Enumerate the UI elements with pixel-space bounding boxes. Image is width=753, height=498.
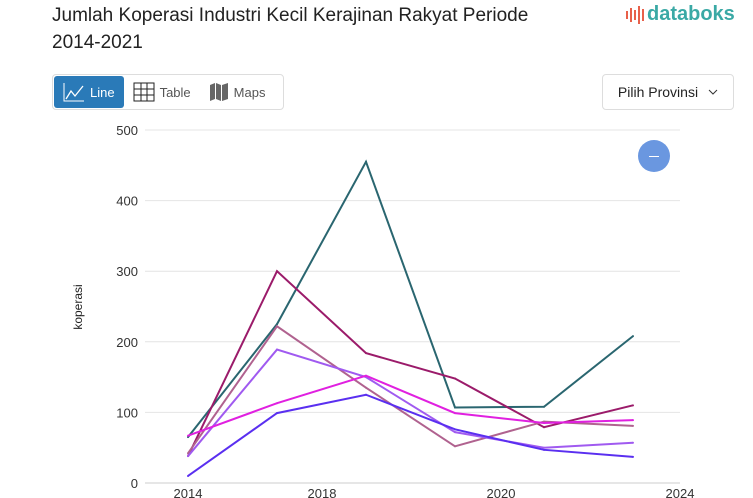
series-line-2 <box>187 269 634 457</box>
series-line-6 <box>187 393 634 477</box>
data-point <box>276 325 278 328</box>
data-point <box>454 428 456 431</box>
data-point <box>632 441 634 444</box>
data-point <box>454 406 456 409</box>
data-point <box>365 352 367 355</box>
data-point <box>543 421 545 424</box>
map-icon <box>209 83 228 101</box>
y-tick-label: 100 <box>116 405 138 420</box>
collapse-legend-button[interactable] <box>638 140 670 172</box>
logo-bars-icon <box>626 5 644 24</box>
series-line-5 <box>187 374 634 437</box>
chart-title: Jumlah Koperasi Industri Kecil Kerajinan… <box>52 5 529 53</box>
tab-label: Maps <box>233 84 266 100</box>
data-point <box>365 374 367 377</box>
series-line-1 <box>187 159 634 438</box>
data-point <box>543 446 545 449</box>
chevron-down-icon <box>708 89 718 95</box>
data-point <box>276 270 278 273</box>
logo-text: databoks <box>647 3 735 25</box>
data-point <box>276 402 278 405</box>
data-point <box>187 436 189 439</box>
data-point <box>454 445 456 448</box>
minus-icon <box>649 155 659 157</box>
y-tick-label: 200 <box>116 335 138 350</box>
tab-label: Line <box>90 84 115 100</box>
data-point <box>365 160 367 163</box>
x-tick-label: 2014 <box>174 486 203 498</box>
y-tick-label: 0 <box>131 476 138 491</box>
data-point <box>187 474 189 477</box>
data-point <box>454 412 456 415</box>
y-tick-label: 400 <box>116 194 138 209</box>
data-point <box>276 323 278 326</box>
data-point <box>543 405 545 408</box>
data-point <box>543 448 545 451</box>
province-select-label: Pilih Provinsi <box>617 84 699 100</box>
data-point <box>276 348 278 351</box>
y-axis-label: koperasi <box>71 284 85 330</box>
data-point <box>187 434 189 437</box>
data-point <box>632 424 634 427</box>
province-select[interactable]: Pilih Provinsi <box>602 74 734 110</box>
y-tick-label: 500 <box>116 123 138 138</box>
view-tabs: Line Table Maps <box>52 74 284 110</box>
data-point <box>454 431 456 434</box>
data-point <box>632 335 634 338</box>
data-point <box>187 455 189 458</box>
databoks-logo: databoks <box>626 3 735 26</box>
table-grid-icon <box>133 82 155 102</box>
x-tick-label: 2024 <box>666 486 695 498</box>
data-point <box>187 452 189 455</box>
series-line-4 <box>187 348 634 457</box>
tab-line[interactable]: Line <box>54 76 124 108</box>
x-tick-label: 2018 <box>308 486 337 498</box>
data-point <box>632 455 634 458</box>
tab-maps[interactable]: Maps <box>200 76 275 108</box>
data-point <box>454 377 456 380</box>
data-point <box>632 419 634 422</box>
x-tick-label: 2020 <box>487 486 516 498</box>
line-chart-icon <box>63 83 84 102</box>
data-point <box>632 404 634 407</box>
tab-label: Table <box>159 84 191 100</box>
data-point <box>365 386 367 389</box>
data-point <box>276 412 278 415</box>
data-point <box>543 426 545 429</box>
y-tick-label: 300 <box>116 264 138 279</box>
tab-table[interactable]: Table <box>124 76 200 108</box>
data-point <box>365 393 367 396</box>
